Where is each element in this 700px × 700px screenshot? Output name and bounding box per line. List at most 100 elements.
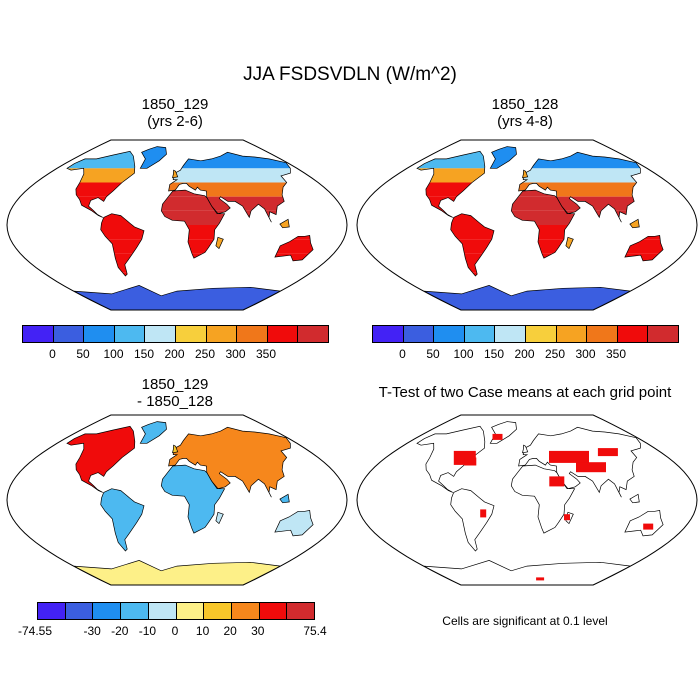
land-southAmerica: [450, 488, 494, 551]
coastline-northAmerica: [66, 425, 136, 493]
panel-bottom-left: [6, 414, 348, 586]
coastline-antarctica: [423, 560, 632, 585]
panel-title-line1: 1850_129: [141, 376, 209, 393]
panel-top-left: [6, 139, 348, 311]
colorbar-tick-label: 75.4: [303, 624, 327, 638]
coastline-borneo: [629, 493, 640, 504]
land-band: [100, 213, 144, 225]
map-border: [356, 139, 698, 311]
land-band: [629, 225, 640, 228]
colorbar-swatch: [525, 326, 557, 342]
land-band: [565, 239, 574, 249]
colorbar-tick-label: 0: [171, 624, 179, 638]
colorbar-swatch: [237, 326, 268, 342]
colorbar-swatch: [175, 326, 207, 342]
land-australia: [274, 510, 314, 536]
ocean-background: [357, 415, 697, 585]
coastline-europeAsia: [518, 151, 641, 223]
land-borneo: [629, 494, 640, 503]
colorbar-swatch: [114, 326, 146, 342]
colorbar-tick-label: -74.55: [17, 624, 53, 638]
coastline-australia: [624, 509, 664, 537]
colorbar-swatch: [648, 326, 678, 342]
coastline-greenland: [489, 421, 517, 444]
colorbar-swatch: [617, 326, 649, 342]
land-europeAsia: [168, 427, 291, 498]
colorbar-swatch: [176, 603, 205, 619]
land-band: [279, 225, 290, 228]
colorbar-swatch: [121, 603, 149, 619]
coastline-northAmerica: [416, 425, 486, 493]
colorbar-swatch: [148, 603, 177, 619]
significance-footnote: Cells are significant at 0.1 level: [442, 614, 608, 628]
coastline-europeAsia: [168, 151, 291, 223]
land-australia: [624, 510, 664, 536]
colorbar-tick-label: 20: [223, 624, 237, 638]
land-band: [518, 168, 641, 183]
coastline-africa: [510, 189, 576, 259]
coastline-southAmerica: [450, 213, 495, 277]
coastline-southAmerica: [450, 488, 495, 552]
colorbar-tick-label: 350: [255, 347, 277, 361]
colorbar-tick-label: 50: [76, 347, 90, 361]
coastline-antarctica: [73, 285, 282, 310]
figure-title: JJA FSDSVDLN (W/m^2): [243, 64, 457, 85]
colorbar-tick-label: 150: [483, 347, 505, 361]
coastline-australia: [274, 509, 314, 537]
land-band: [215, 239, 224, 249]
coastline-greenland: [489, 146, 517, 169]
land-antarctica: [423, 560, 631, 585]
land-band: [279, 219, 290, 225]
coastline-borneo: [629, 218, 640, 229]
coastline-uk: [172, 169, 179, 179]
colorbar-swatch: [495, 326, 526, 342]
colorbar-tick-label: 200: [164, 347, 185, 361]
colorbar-swatch: [464, 326, 496, 342]
land-madagascar: [215, 512, 224, 524]
land-band: [100, 225, 144, 240]
colorbar-tick-label: 100: [103, 347, 124, 361]
panel-title-bottom-right: T-Test of two Case means at each grid po…: [378, 384, 672, 401]
land-africa: [161, 465, 225, 534]
colorbar-swatch: [65, 603, 94, 619]
land-borneo: [279, 219, 290, 228]
significant-cells: [464, 457, 477, 466]
colorbar-tick-label: -30: [83, 624, 101, 638]
panel-title-line1: 1850_128: [491, 96, 559, 113]
colorbar-swatch: [259, 603, 288, 619]
colorbar-tick-label: 0: [49, 347, 56, 361]
significant-cells: [492, 433, 503, 440]
colorbar-tick-label: 50: [426, 347, 440, 361]
colorbar-swatch: [373, 326, 404, 342]
colorbar-top-right: [372, 325, 679, 343]
land-borneo: [279, 494, 290, 503]
coastline-northAmerica: [66, 150, 136, 218]
coastline-borneo: [279, 218, 290, 229]
colorbar-tick-label: 10: [195, 624, 210, 638]
land-band: [624, 253, 664, 261]
land-uk: [522, 170, 528, 178]
panel-title-top-right: 1850_128 (yrs 4-8): [365, 96, 685, 130]
coastline-africa: [510, 464, 576, 534]
colorbar-tick-label: 250: [544, 347, 566, 361]
colorbar-swatch: [298, 326, 328, 342]
colorbar-swatch: [204, 603, 232, 619]
colorbar-swatch: [287, 603, 315, 619]
panel-bottom-right: [356, 414, 698, 586]
significant-cells: [576, 462, 606, 473]
coastline-australia: [624, 234, 664, 262]
significant-cells: [480, 509, 487, 518]
coastline-southAmerica: [100, 213, 145, 277]
land-greenland: [140, 421, 167, 444]
panel-title-line2: - 1850_128: [137, 393, 213, 410]
coastline-greenland: [139, 146, 167, 169]
coastline-madagascar: [215, 511, 224, 525]
map-border: [6, 414, 348, 586]
significant-cells: [643, 523, 654, 530]
coastline-australia: [274, 234, 314, 262]
land-band: [450, 225, 494, 240]
colorbar-tick-label: 30: [251, 624, 265, 638]
coastline-antarctica: [73, 560, 282, 585]
land-band: [274, 253, 314, 261]
